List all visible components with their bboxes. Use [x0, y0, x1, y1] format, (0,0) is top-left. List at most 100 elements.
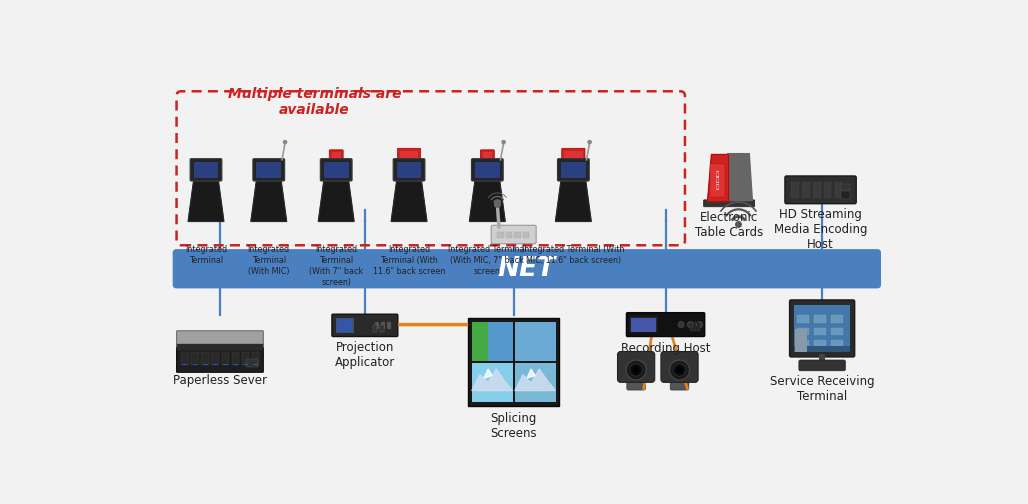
Bar — [177, 344, 262, 350]
Bar — [223, 364, 227, 365]
Bar — [336, 319, 354, 332]
FancyBboxPatch shape — [177, 348, 263, 372]
Polygon shape — [555, 181, 591, 221]
Bar — [814, 340, 827, 348]
FancyBboxPatch shape — [253, 159, 285, 181]
Bar — [798, 340, 809, 348]
FancyBboxPatch shape — [177, 331, 263, 350]
Bar — [233, 364, 237, 365]
FancyBboxPatch shape — [703, 200, 755, 207]
Bar — [694, 322, 696, 331]
FancyBboxPatch shape — [329, 150, 343, 167]
Bar — [813, 182, 820, 198]
Bar — [832, 316, 843, 323]
Polygon shape — [515, 369, 555, 391]
Polygon shape — [707, 154, 728, 201]
Bar — [841, 183, 850, 190]
FancyBboxPatch shape — [561, 148, 585, 174]
Polygon shape — [527, 369, 536, 378]
Bar — [183, 364, 187, 365]
Text: 此
来
展: 此 来 展 — [715, 171, 720, 190]
FancyBboxPatch shape — [332, 314, 398, 337]
Text: Recording Host: Recording Host — [621, 342, 710, 355]
Bar — [795, 329, 807, 352]
Polygon shape — [188, 181, 224, 221]
Bar — [181, 352, 189, 365]
FancyBboxPatch shape — [491, 225, 537, 244]
Bar — [631, 318, 656, 332]
Text: Integrated Terminal
(With MIC, 7" back
screen: Integrated Terminal (With MIC, 7" back s… — [448, 244, 526, 276]
Bar — [193, 364, 197, 365]
Bar — [523, 232, 529, 238]
Text: Projection
Applicator: Projection Applicator — [335, 341, 395, 369]
Bar — [244, 364, 248, 365]
Bar — [841, 192, 850, 199]
Circle shape — [676, 367, 683, 373]
Bar — [515, 363, 555, 402]
FancyBboxPatch shape — [557, 159, 589, 181]
Bar — [242, 352, 250, 365]
Polygon shape — [319, 181, 354, 221]
Circle shape — [688, 322, 694, 328]
Polygon shape — [319, 181, 354, 221]
Bar — [375, 322, 379, 329]
Polygon shape — [251, 181, 287, 221]
Bar — [191, 352, 199, 365]
Bar — [564, 151, 583, 172]
Bar — [332, 152, 341, 164]
Polygon shape — [188, 181, 224, 221]
Text: Service Receiving
Terminal: Service Receiving Terminal — [770, 374, 875, 403]
Bar — [483, 152, 492, 164]
Bar — [802, 182, 810, 198]
Text: Electronic
Table Cards: Electronic Table Cards — [695, 211, 763, 239]
Bar — [246, 359, 258, 367]
Bar — [472, 322, 488, 361]
Bar — [835, 182, 842, 198]
Bar — [498, 232, 504, 238]
Text: Integrated
Terminal (With
11.6" back screen: Integrated Terminal (With 11.6" back scr… — [373, 244, 445, 276]
Bar — [814, 316, 827, 323]
Polygon shape — [392, 181, 427, 221]
Polygon shape — [707, 154, 728, 201]
Text: Multiple terminals are
available: Multiple terminals are available — [228, 87, 401, 117]
FancyBboxPatch shape — [799, 360, 845, 371]
Text: Integrated
Terminal: Integrated Terminal — [185, 244, 227, 265]
Bar — [561, 162, 586, 177]
Text: Integrated
Terminal
(With 7" back
screen): Integrated Terminal (With 7" back screen… — [309, 244, 363, 287]
Bar — [400, 151, 418, 172]
Bar — [506, 232, 512, 238]
Bar — [212, 352, 219, 365]
Circle shape — [494, 202, 500, 207]
Bar — [468, 318, 559, 406]
Bar — [472, 322, 513, 361]
Bar — [795, 346, 850, 352]
Bar — [324, 162, 348, 177]
Bar — [252, 352, 259, 365]
Circle shape — [633, 367, 639, 373]
Bar — [372, 326, 377, 332]
FancyBboxPatch shape — [480, 150, 494, 167]
Bar — [690, 322, 692, 331]
Polygon shape — [484, 369, 492, 378]
Bar — [213, 364, 218, 365]
FancyBboxPatch shape — [790, 300, 854, 357]
Bar — [253, 364, 258, 365]
Bar — [832, 328, 843, 335]
FancyBboxPatch shape — [670, 376, 689, 390]
Bar — [475, 162, 500, 177]
Bar — [795, 304, 850, 352]
Bar — [630, 317, 657, 332]
FancyBboxPatch shape — [393, 159, 425, 181]
Bar — [514, 232, 520, 238]
Bar — [819, 354, 825, 363]
Polygon shape — [470, 181, 505, 221]
FancyBboxPatch shape — [785, 176, 856, 204]
Text: Splicing
Screens: Splicing Screens — [490, 412, 537, 439]
FancyBboxPatch shape — [173, 249, 881, 288]
FancyBboxPatch shape — [472, 159, 504, 181]
Bar — [472, 363, 513, 402]
Bar — [798, 316, 809, 323]
Text: Integrated Terminal (With
MIC, 11.6" back screen): Integrated Terminal (With MIC, 11.6" bac… — [522, 244, 625, 265]
Bar — [221, 352, 229, 365]
Bar — [823, 182, 832, 198]
